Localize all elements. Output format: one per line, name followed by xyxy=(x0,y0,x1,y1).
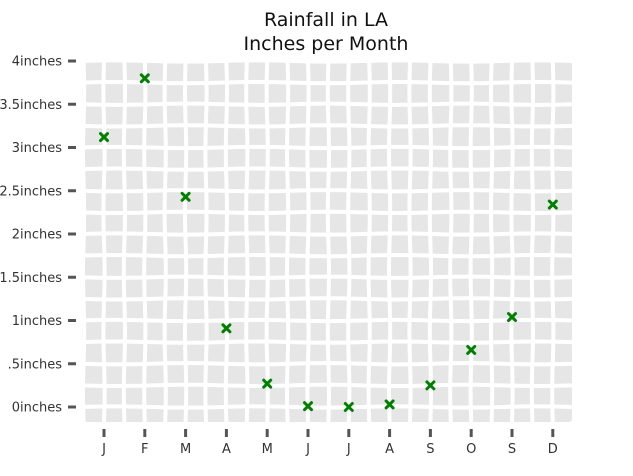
y-tick-label: .5inches xyxy=(8,357,63,372)
grid-line-vertical xyxy=(305,61,311,423)
grid-line-horizontal xyxy=(81,404,573,410)
data-point-marker xyxy=(547,199,558,210)
grid-line-horizontal xyxy=(81,123,573,129)
grid-line-vertical xyxy=(448,61,454,423)
grid-line-horizontal xyxy=(81,80,573,86)
data-point-marker xyxy=(139,73,150,84)
grid-line-horizontal xyxy=(81,101,573,107)
grid-line-vertical xyxy=(162,61,168,423)
y-tick-label: 3.5inches xyxy=(0,98,62,113)
grid-line-vertical xyxy=(366,61,372,423)
grid-line-vertical xyxy=(203,61,209,423)
grid-line-vertical xyxy=(244,61,250,423)
grid-line-vertical xyxy=(427,61,433,423)
data-point-marker xyxy=(221,323,232,334)
grid-line-vertical xyxy=(285,61,291,423)
x-tick-label: M xyxy=(180,442,191,457)
x-tick-label: F xyxy=(141,442,148,457)
grid-line-horizontal xyxy=(81,58,573,64)
grid-line-horizontal xyxy=(81,144,573,151)
y-tick-label: 2.5inches xyxy=(0,184,62,199)
grid-line-horizontal xyxy=(81,188,573,194)
data-points xyxy=(99,73,558,412)
grid-line-horizontal xyxy=(81,166,573,172)
y-tick-label: 1inches xyxy=(12,314,63,329)
y-tick-label: 3inches xyxy=(12,141,63,156)
data-point-marker xyxy=(99,132,109,143)
grid-line-horizontal xyxy=(81,296,573,302)
grid-line-vertical xyxy=(101,61,107,423)
x-tick-label: A xyxy=(385,442,394,457)
y-tick-label: 4inches xyxy=(12,55,63,70)
data-point-marker xyxy=(262,378,273,389)
grid-line-vertical xyxy=(81,61,87,423)
x-tick-label: O xyxy=(466,442,476,457)
grid-line-vertical xyxy=(121,61,127,423)
x-tick-label: S xyxy=(508,442,516,457)
x-tick-label: M xyxy=(262,442,273,457)
grid-line-horizontal xyxy=(81,253,573,259)
grid-line-horizontal xyxy=(81,274,573,280)
y-tick-label: 2inches xyxy=(12,228,63,243)
grid-line-horizontal xyxy=(81,382,573,388)
data-point-marker xyxy=(425,380,436,391)
x-tick-label: J xyxy=(305,442,310,457)
data-point-marker xyxy=(180,191,191,202)
grid-line-vertical xyxy=(468,61,474,423)
data-point-marker xyxy=(384,399,395,410)
grid-lines xyxy=(81,58,573,423)
chart-title: Rainfall in LA xyxy=(264,9,388,31)
grid-line-vertical xyxy=(407,61,413,423)
x-tick-label: D xyxy=(548,442,558,457)
grid-line-horizontal xyxy=(81,339,573,345)
grid-line-vertical xyxy=(489,61,495,423)
chart-subtitle: Inches per Month xyxy=(244,33,409,55)
grid-line-horizontal xyxy=(81,231,573,237)
y-tick-label: 0inches xyxy=(12,401,63,416)
x-tick-label: J xyxy=(346,442,351,457)
y-axis: 0inches .5inches 1inches 1.5inches 2inches 2.… xyxy=(0,55,76,416)
grid-line-vertical xyxy=(183,61,189,423)
x-tick-label: S xyxy=(426,442,434,457)
grid-line-vertical xyxy=(264,61,270,423)
grid-line-vertical xyxy=(509,61,515,423)
grid-line-horizontal xyxy=(81,209,573,215)
grid-line-vertical xyxy=(550,61,556,423)
grid-line-horizontal xyxy=(81,317,573,324)
data-point-marker xyxy=(343,402,354,412)
grid-line-vertical xyxy=(223,61,229,423)
data-point-marker xyxy=(303,401,313,412)
data-point-marker xyxy=(507,312,517,323)
grid-line-vertical xyxy=(346,61,352,423)
grid-line-vertical xyxy=(387,61,393,423)
x-tick-label: J xyxy=(101,442,106,457)
y-tick-label: 1.5inches xyxy=(0,271,62,286)
data-point-marker xyxy=(466,344,477,355)
grid-line-vertical xyxy=(325,61,331,423)
x-tick-label: A xyxy=(222,442,231,457)
grid-line-horizontal xyxy=(81,361,573,367)
grid-line-vertical xyxy=(529,61,535,423)
grid-line-vertical xyxy=(142,61,148,423)
